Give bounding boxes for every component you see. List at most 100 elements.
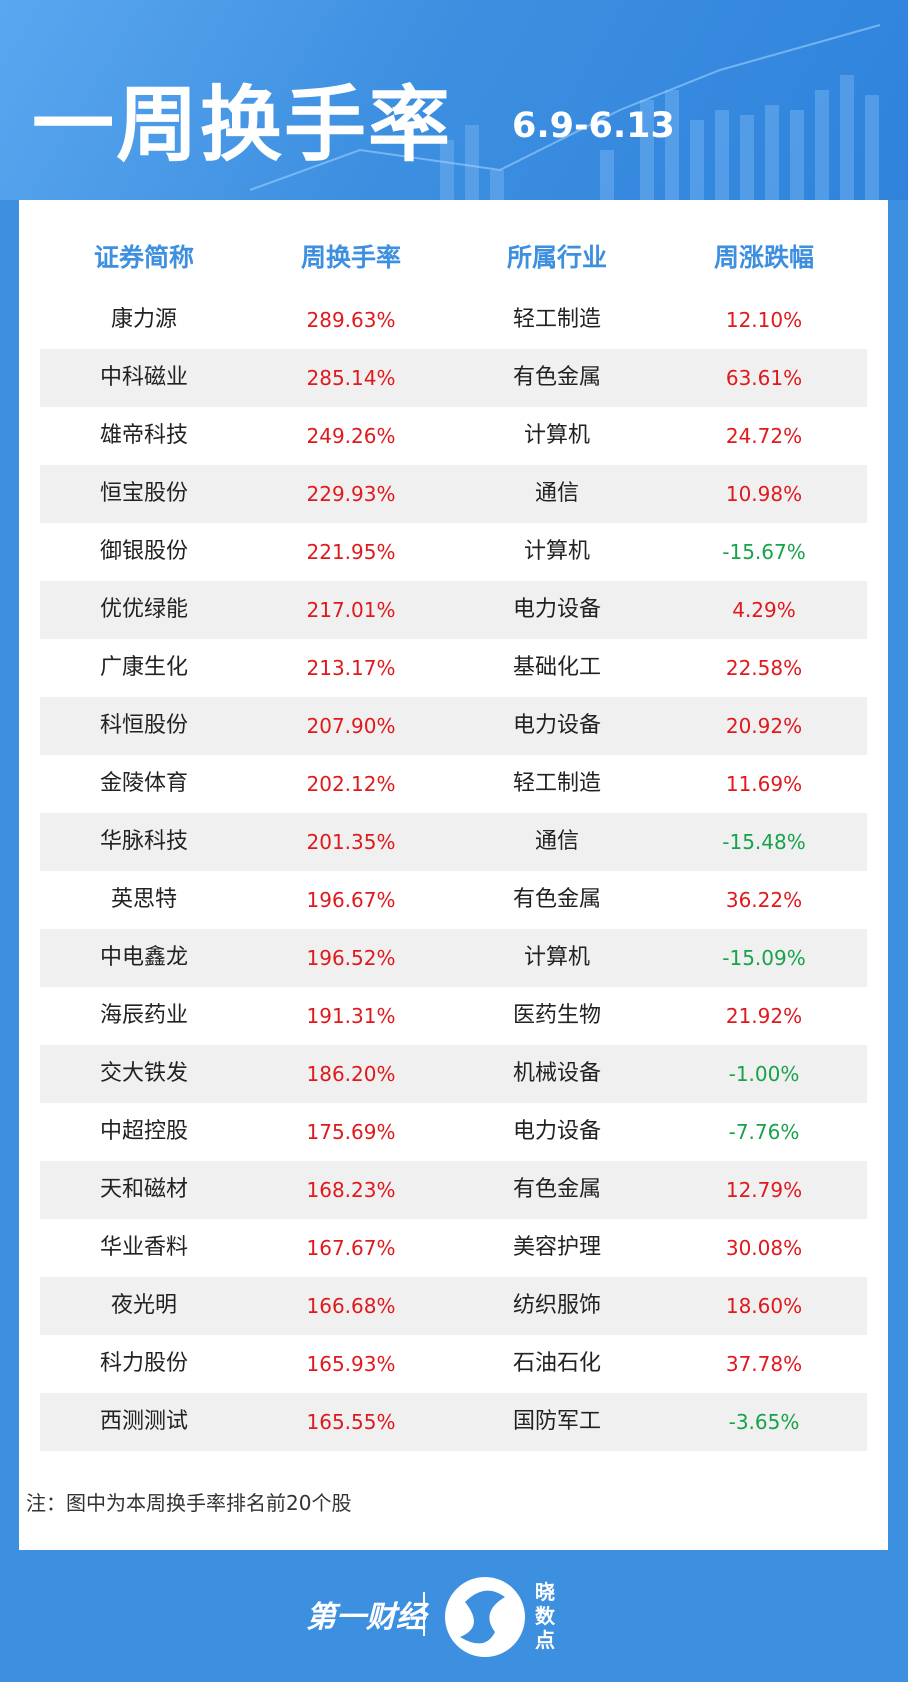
table-row: 夜光明 166.68% 纺织服饰 18.60% <box>40 1277 867 1335</box>
table-cell: 168.23% <box>306 1178 396 1202</box>
table-cell: 交大铁发 <box>99 1061 188 1086</box>
table-cell: 213.17% <box>306 656 396 680</box>
title: 一周换手率 <box>32 78 453 173</box>
brand-logo: 第一财经 <box>306 1600 426 1635</box>
table-cell: 167.67% <box>306 1236 396 1260</box>
table-row: 中科磁业 285.14% 有色金属 63.61% <box>40 349 867 407</box>
table-cell: -3.65% <box>728 1410 800 1434</box>
table-cell: 249.26% <box>306 424 396 448</box>
table-row: 西测测试 165.55% 国防军工 -3.65% <box>40 1393 867 1451</box>
table-cell: 12.10% <box>725 308 803 332</box>
table-cell: 西测测试 <box>99 1409 188 1434</box>
table-cell: 18.60% <box>725 1294 803 1318</box>
table-cell: 有色金属 <box>512 887 601 912</box>
table-cell: 恒宝股份 <box>99 481 188 506</box>
table-row: 康力源 289.63% 轻工制造 12.10% <box>40 291 867 349</box>
table-cell: 12.79% <box>725 1178 803 1202</box>
table-cell: 有色金属 <box>512 365 601 390</box>
table-cell: 天和磁材 <box>99 1177 188 1202</box>
sub-brand: 晓数点 <box>535 1580 555 1652</box>
table-cell: -15.48% <box>722 830 806 854</box>
table-cell: 康力源 <box>110 307 177 332</box>
table-cell: 37.78% <box>725 1352 803 1376</box>
date-range: 6.9-6.13 <box>512 106 675 146</box>
table-cell: 御银股份 <box>99 539 188 564</box>
table-cell: 金陵体育 <box>99 771 188 796</box>
table-cell: 30.08% <box>725 1236 803 1260</box>
table-cell: 285.14% <box>306 366 396 390</box>
table-cell: 海辰药业 <box>99 1003 188 1028</box>
table-cell: 217.01% <box>306 598 396 622</box>
table-cell: 10.98% <box>725 482 803 506</box>
table-cell: 机械设备 <box>512 1061 601 1086</box>
table-cell: 中科磁业 <box>99 365 188 390</box>
table-cell: 175.69% <box>306 1120 396 1144</box>
table-row: 广康生化 213.17% 基础化工 22.58% <box>40 639 867 697</box>
column-header: 证券简称 <box>93 243 194 272</box>
table-cell: 165.55% <box>306 1410 396 1434</box>
table-cell: -1.00% <box>728 1062 800 1086</box>
table-row: 雄帝科技 249.26% 计算机 24.72% <box>40 407 867 465</box>
table-cell: -15.09% <box>722 946 806 970</box>
table-row: 英思特 196.67% 有色金属 36.22% <box>40 871 867 929</box>
column-header: 周换手率 <box>300 243 401 272</box>
table-cell: 20.92% <box>725 714 803 738</box>
table-row: 交大铁发 186.20% 机械设备 -1.00% <box>40 1045 867 1103</box>
table-cell: 186.20% <box>306 1062 396 1086</box>
table-panel: 证券简称 周换手率 所属行业 周涨跌幅 康力源 289.63% 轻工制造 12.10% 中科磁业… <box>19 200 888 1550</box>
table-cell: 196.52% <box>306 946 396 970</box>
table-row: 金陵体育 202.12% 轻工制造 11.69% <box>40 755 867 813</box>
table-row: 天和磁材 168.23% 有色金属 12.79% <box>40 1161 867 1219</box>
note: 注：图中为本周换手率排名前20个股 <box>26 1491 352 1515</box>
table-row: 御银股份 221.95% 计算机 -15.67% <box>40 523 867 581</box>
table-row: 恒宝股份 229.93% 通信 10.98% <box>40 465 867 523</box>
table-row: 中超控股 175.69% 电力设备 -7.76% <box>40 1103 867 1161</box>
table-cell: 36.22% <box>725 888 803 912</box>
divider <box>423 1592 425 1636</box>
table-cell: 4.29% <box>732 598 796 622</box>
table-row: 华业香料 167.67% 美容护理 30.08% <box>40 1219 867 1277</box>
table-cell: 雄帝科技 <box>99 423 188 448</box>
table-cell: 电力设备 <box>512 713 601 738</box>
column-header: 周涨跌幅 <box>713 243 814 272</box>
table-cell: 基础化工 <box>512 655 601 680</box>
table-cell: 计算机 <box>523 423 590 448</box>
table-cell: 英思特 <box>110 887 177 912</box>
table-cell: -7.76% <box>728 1120 800 1144</box>
table-row: 华脉科技 201.35% 通信 -15.48% <box>40 813 867 871</box>
table-cell: -15.67% <box>722 540 806 564</box>
table-cell: 计算机 <box>523 945 590 970</box>
table-cell: 中超控股 <box>99 1119 188 1144</box>
table-cell: 11.69% <box>725 772 803 796</box>
table-row: 科恒股份 207.90% 电力设备 20.92% <box>40 697 867 755</box>
table-cell: 22.58% <box>725 656 803 680</box>
column-header: 所属行业 <box>506 243 607 272</box>
table-cell: 有色金属 <box>512 1177 601 1202</box>
table-row: 中电鑫龙 196.52% 计算机 -15.09% <box>40 929 867 987</box>
table-cell: 电力设备 <box>512 1119 601 1144</box>
table-cell: 国防军工 <box>512 1409 601 1434</box>
table-cell: 24.72% <box>725 424 803 448</box>
footer: 第一财经 晓数点 <box>0 1550 908 1682</box>
table-cell: 202.12% <box>306 772 396 796</box>
table-cell: 221.95% <box>306 540 396 564</box>
table-cell: 华脉科技 <box>99 829 188 854</box>
table-cell: 201.35% <box>306 830 396 854</box>
table-cell: 207.90% <box>306 714 396 738</box>
table-cell: 196.67% <box>306 888 396 912</box>
table-cell: 计算机 <box>523 539 590 564</box>
table-cell: 166.68% <box>306 1294 396 1318</box>
table-cell: 优优绿能 <box>99 597 188 622</box>
table-cell: 中电鑫龙 <box>99 945 188 970</box>
logo-mark <box>445 1577 525 1657</box>
table-row: 海辰药业 191.31% 医药生物 21.92% <box>40 987 867 1045</box>
table-cell: 63.61% <box>725 366 803 390</box>
table-row: 优优绿能 217.01% 电力设备 4.29% <box>40 581 867 639</box>
table-cell: 科恒股份 <box>99 713 188 738</box>
table-cell: 电力设备 <box>512 597 601 622</box>
table-cell: 夜光明 <box>110 1293 177 1318</box>
table-row: 科力股份 165.93% 石油石化 37.78% <box>40 1335 867 1393</box>
table-cell: 广康生化 <box>99 655 188 680</box>
table-cell: 191.31% <box>306 1004 396 1028</box>
table-cell: 通信 <box>534 829 579 854</box>
